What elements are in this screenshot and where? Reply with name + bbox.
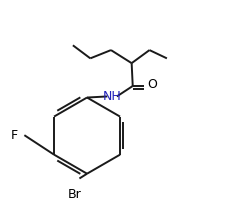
- Text: F: F: [10, 129, 17, 142]
- Text: Br: Br: [68, 188, 82, 201]
- Text: O: O: [147, 78, 157, 91]
- Text: NH: NH: [103, 90, 121, 103]
